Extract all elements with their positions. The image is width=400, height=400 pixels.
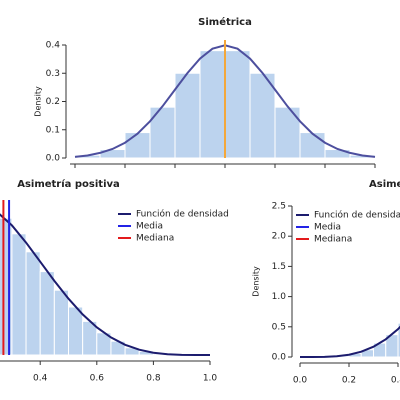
x-tick-label: 0.4 (33, 374, 48, 384)
legend-label: Función de densidad (314, 210, 400, 221)
histogram-bar (174, 72, 201, 159)
histogram-bar (68, 306, 84, 356)
chart-title: Asimetría negativa (369, 178, 400, 190)
legend-label: Media (136, 222, 163, 232)
histogram-bar (39, 271, 55, 356)
y-tick-label: 1.0 (272, 292, 287, 302)
histogram-bar (124, 132, 151, 159)
histogram-bar (299, 132, 326, 159)
histogram-bar (224, 50, 251, 159)
chart-title: Asimetría positiva (17, 178, 120, 190)
y-tick-label: 0.0 (272, 353, 287, 363)
histogram-bar (149, 106, 176, 159)
y-tick-label: 2.5 (272, 202, 286, 212)
density-curve (300, 325, 400, 358)
histogram-bar (274, 106, 301, 159)
x-tick-label: 0.0 (293, 376, 308, 386)
legend-label: Media (314, 223, 341, 233)
y-axis-label: Density (252, 266, 261, 297)
legend-label: Mediana (136, 234, 174, 244)
histogram-bar (53, 289, 69, 356)
legend-label: Función de densidad (136, 209, 229, 220)
legend-label: Mediana (314, 235, 352, 245)
x-tick-label: 1.0 (203, 374, 218, 384)
x-tick-label: 0.4 (391, 376, 400, 386)
chart-title: Simétrica (198, 16, 252, 28)
x-tick-label: 0.2 (342, 376, 356, 386)
y-tick-label: 2.0 (272, 232, 287, 242)
histogram-bar (0, 217, 13, 356)
y-tick-label: 0.4 (46, 41, 61, 51)
histogram-bar (199, 50, 226, 159)
histogram-bar (25, 251, 41, 356)
y-axis-label: Density (34, 86, 43, 117)
density-curve (0, 213, 210, 356)
y-tick-label: 1.5 (272, 262, 286, 272)
y-tick-label: 0.2 (46, 97, 60, 107)
histogram-bar (397, 322, 400, 358)
y-tick-label: 0.5 (272, 322, 286, 332)
x-tick-label: 0.8 (146, 374, 161, 384)
y-tick-label: 0.3 (46, 69, 60, 79)
y-tick-label: 0.0 (46, 154, 61, 164)
histogram-bar (11, 233, 27, 356)
y-tick-label: 0.1 (46, 125, 60, 135)
x-tick-label: 0.6 (90, 374, 105, 384)
